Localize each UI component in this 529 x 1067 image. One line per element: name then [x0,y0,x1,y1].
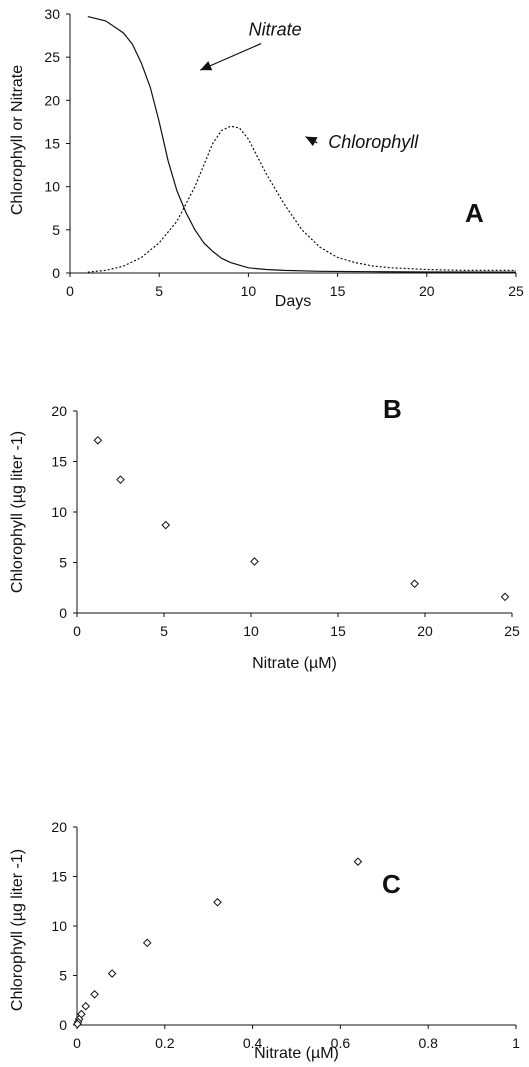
y-tick-label: 0 [59,605,67,621]
annotation-arrowhead [200,61,213,71]
panel-label: B [383,394,402,424]
x-tick-label: 5 [155,283,163,299]
series-chlorophyll-line [87,125,516,273]
data-point [93,435,103,445]
data-point [161,520,171,530]
x-tick-label: 0 [66,283,74,299]
data-point [250,557,259,566]
x-tick-label: 20 [419,283,435,299]
x-tick-label: 1 [512,1035,520,1051]
data-point [90,990,99,999]
y-tick-label: 10 [51,504,67,520]
series-nitrate-line [87,16,517,273]
panel-label: C [382,869,401,899]
y-tick-label: 15 [44,136,60,152]
data-point [213,897,222,907]
y-tick-label: 10 [44,179,60,195]
annotation-arrow-line [199,43,262,71]
y-tick-label: 15 [51,869,67,885]
x-tick-label: 0.8 [418,1035,438,1051]
y-tick-label: 5 [59,968,67,984]
x-axis-label: Days [275,293,311,310]
annotation-chlorophyll: Chlorophyll [328,132,419,152]
y-tick-label: 0 [59,1017,67,1033]
y-axis-label: Chlorophyll (µg liter -1) [9,849,26,1011]
chart-c: 0 5 10 15 20 0 0.2 0.4 0.6 0.8 1 Nitrate (µM) Chloro… [9,819,520,1062]
data-point [116,475,125,484]
y-tick-label: 25 [44,49,60,65]
y-tick-label: 20 [51,819,67,835]
y-tick-label: 30 [44,6,60,22]
x-axis-label: Nitrate (µM) [254,1045,339,1062]
x-tick-label: 20 [417,623,433,639]
x-tick-label: 10 [241,283,257,299]
panel-label: A [465,198,484,228]
annotation-nitrate: Nitrate [249,20,302,40]
x-tick-label: 10 [243,623,259,639]
y-axis-label: Chlorophyll (µg liter -1) [9,431,26,593]
y-tick-label: 20 [44,92,60,108]
y-tick-label: 10 [51,918,67,934]
chart-a: 0 5 10 15 20 25 30 0 5 10 15 20 25 Days Chlorophyll or… [9,6,524,310]
x-tick-label: 0.6 [331,1035,351,1051]
y-tick-label: 5 [52,222,60,238]
y-axis-label: Chlorophyll or Nitrate [9,65,26,215]
data-point [107,969,117,978]
x-tick-label: 0.2 [155,1035,175,1051]
y-tick-label: 0 [52,265,60,281]
annotation-arrowhead [305,136,318,147]
x-tick-label: 25 [504,623,520,639]
x-tick-label: 0 [73,1035,81,1051]
x-tick-label: 15 [330,283,346,299]
x-tick-label: 25 [508,283,524,299]
data-point [81,1001,91,1011]
data-point [142,938,152,948]
x-axis-label: Nitrate (µM) [252,655,337,672]
data-point [410,579,419,589]
x-tick-label: 5 [160,623,168,639]
chart-b: 0 5 10 15 20 0 5 10 15 20 25 Nitrate (µM) Chlorophyl… [9,394,520,672]
y-tick-label: 20 [51,403,67,419]
data-point [73,1019,82,1029]
y-tick-label: 15 [51,454,67,470]
y-tick-label: 5 [59,555,67,571]
x-tick-label: 15 [330,623,346,639]
data-point [500,592,510,602]
x-tick-label: 0 [73,623,81,639]
x-tick-label: 0.4 [243,1035,263,1051]
data-point [353,857,363,866]
